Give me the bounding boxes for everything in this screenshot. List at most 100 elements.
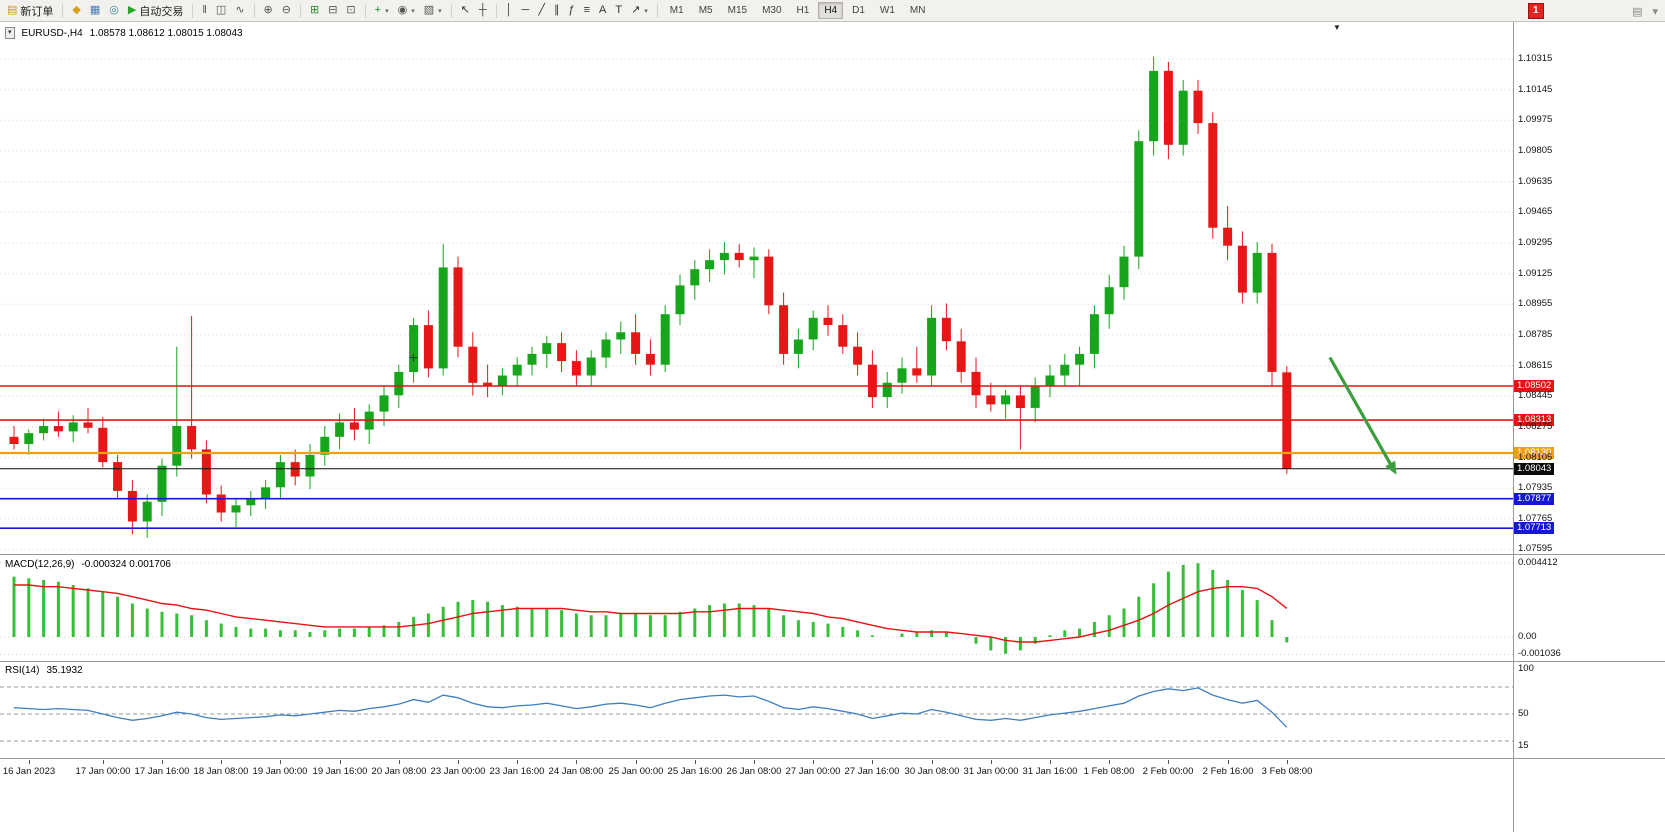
- rsi-axis-label: 50: [1518, 708, 1529, 719]
- dropdown-arrow-icon[interactable]: ▾: [411, 7, 415, 15]
- profiles-button[interactable]: ◆: [68, 1, 84, 20]
- arrange-windows-button[interactable]: ⊡: [342, 1, 359, 20]
- rsi-indicator-label: RSI(14) 35.1932: [5, 665, 83, 676]
- price-axis-label: 1.07765: [1518, 513, 1553, 524]
- toolbar-separator: [62, 3, 64, 18]
- timeframe-m1-button[interactable]: M1: [669, 5, 684, 16]
- horizontal-line-icon: ─: [521, 4, 530, 16]
- timeframe-m30-button[interactable]: M30: [762, 5, 782, 16]
- rsi-line: [13, 687, 1288, 728]
- text-button[interactable]: A: [595, 1, 610, 20]
- macd-chart-canvas[interactable]: [0, 555, 1513, 661]
- time-axis[interactable]: 16 Jan 2023 17 Jan 00:00 17 Jan 16:00 18 Ja…: [0, 759, 1513, 783]
- panel-separator[interactable]: [0, 661, 1665, 662]
- horizontal-line-button[interactable]: ─: [518, 1, 534, 20]
- symbol-dropdown-icon[interactable]: ▾: [5, 27, 15, 39]
- time-axis-label: 25 Jan 00:00: [608, 766, 664, 777]
- cascade-windows-button[interactable]: ⊟: [324, 1, 341, 20]
- vertical-line-button[interactable]: │: [502, 1, 517, 20]
- data-window-icon: ◎: [109, 4, 119, 16]
- price-line-label[interactable]: 1.08502: [1514, 380, 1555, 392]
- macd-axis-label: -0.001036: [1518, 648, 1561, 659]
- windows-list-button[interactable]: ▤: [1632, 6, 1643, 18]
- time-axis-label: 26 Jan 08:00: [726, 766, 782, 777]
- time-tick: [162, 760, 163, 764]
- chart-shift-marker[interactable]: ▼: [1333, 23, 1341, 32]
- timeframe-m5-button[interactable]: M5: [698, 5, 713, 16]
- shapes-icon: ≡: [583, 4, 590, 16]
- chart-window[interactable]: 1.08502 1.08313 1.08130 1.07877 1.07713 1.080…: [0, 22, 1665, 832]
- periods-button[interactable]: ◉ ▾: [394, 1, 419, 20]
- time-tick: [458, 760, 459, 764]
- auto-trading-button[interactable]: ▶ 自动交易: [124, 1, 187, 20]
- price-axis-label: 1.08955: [1518, 298, 1553, 309]
- bid-price-label: 1.08043: [1514, 463, 1555, 475]
- time-tick: [576, 760, 577, 764]
- dropdown-arrow-icon[interactable]: ▾: [438, 7, 442, 15]
- panel-separator[interactable]: [0, 758, 1665, 759]
- timeframe-w1-button[interactable]: W1: [879, 5, 895, 16]
- time-axis-label: 1 Feb 08:00: [1083, 766, 1135, 777]
- cursor-icon: ↖: [460, 4, 470, 16]
- trendline-button[interactable]: ╱: [534, 1, 549, 20]
- tile-windows-icon: ⊞: [309, 4, 320, 16]
- time-axis-label: 31 Jan 00:00: [963, 766, 1019, 777]
- templates-button[interactable]: ▧ ▾: [420, 1, 446, 20]
- candlestick-chart-button[interactable]: ◫: [212, 1, 230, 20]
- profiles-icon: ◆: [72, 4, 81, 16]
- crosshair-button[interactable]: ┼: [475, 1, 491, 20]
- price-line-label[interactable]: 1.08313: [1514, 414, 1555, 426]
- fibonacci-button[interactable]: ƒ: [564, 1, 578, 20]
- indicators-button[interactable]: + ▾: [371, 1, 393, 20]
- cursor-button[interactable]: ↖: [457, 1, 474, 20]
- zoom-out-button[interactable]: ⊖: [278, 1, 295, 20]
- toolbar-separator: [299, 3, 301, 18]
- new-order-button[interactable]: ▤ 新订单: [3, 1, 57, 20]
- timeframe-mn-button[interactable]: MN: [909, 5, 926, 16]
- price-axis-label: 1.09125: [1518, 268, 1553, 279]
- timeframe-m15-button[interactable]: M15: [727, 5, 748, 16]
- data-window-button[interactable]: ◎: [105, 1, 123, 20]
- bar-chart-button[interactable]: ‖: [198, 1, 211, 20]
- time-axis-label: 17 Jan 16:00: [134, 766, 190, 777]
- zoom-in-button[interactable]: ⊕: [260, 1, 277, 20]
- line-chart-button[interactable]: ∿: [231, 1, 248, 20]
- trend-arrow[interactable]: [1328, 356, 1397, 475]
- price-line-label[interactable]: 1.07877: [1514, 493, 1555, 505]
- time-tick: [932, 760, 933, 764]
- panel-separator[interactable]: [0, 554, 1665, 555]
- time-tick: [1287, 760, 1288, 764]
- price-axis[interactable]: 1.08502 1.08313 1.08130 1.07877 1.07713 1.080…: [1513, 22, 1665, 832]
- market-watch-icon: ▦: [89, 4, 101, 16]
- timeframe-d1-button[interactable]: D1: [852, 5, 865, 16]
- bar-chart-icon: ‖: [202, 4, 207, 16]
- market-watch-button[interactable]: ▦: [86, 1, 104, 20]
- dropdown-arrow-icon[interactable]: ▾: [644, 7, 648, 15]
- time-axis-label: 2 Feb 16:00: [1202, 766, 1254, 777]
- timeframe-h4-button[interactable]: H4: [818, 2, 844, 19]
- clock-icon: ◉: [397, 4, 408, 16]
- tile-windows-button[interactable]: ⊞: [306, 1, 323, 20]
- macd-name: MACD(12,26,9): [5, 559, 75, 570]
- timeframe-h1-button[interactable]: H1: [796, 5, 810, 16]
- shapes-button[interactable]: ≡: [580, 1, 594, 20]
- price-line-label[interactable]: 1.08130: [1514, 447, 1555, 459]
- zoom-in-icon: ⊕: [263, 4, 273, 16]
- rsi-chart-canvas[interactable]: [0, 662, 1513, 758]
- time-tick: [399, 760, 400, 764]
- candles-layer[interactable]: [9, 56, 1292, 538]
- play-icon: ▶: [127, 4, 137, 16]
- dropdown-arrow-icon[interactable]: ▾: [385, 7, 389, 15]
- time-axis-label: 16 Jan 2023: [2, 766, 56, 777]
- line-chart-icon: ∿: [235, 4, 245, 16]
- arrows-button[interactable]: ↗ ▾: [627, 1, 652, 20]
- channel-button[interactable]: ∥: [550, 1, 564, 20]
- price-axis-label: 1.08785: [1518, 329, 1553, 340]
- price-axis-label: 1.08275: [1518, 421, 1553, 432]
- toolbar-options-button[interactable]: ▾: [1652, 6, 1658, 18]
- price-chart-canvas[interactable]: [0, 24, 1513, 554]
- text-label-button[interactable]: T: [611, 1, 626, 20]
- price-line-label[interactable]: 1.07713: [1514, 522, 1555, 534]
- alert-badge[interactable]: 1: [1528, 3, 1544, 19]
- new-order-icon: ▤: [7, 4, 18, 16]
